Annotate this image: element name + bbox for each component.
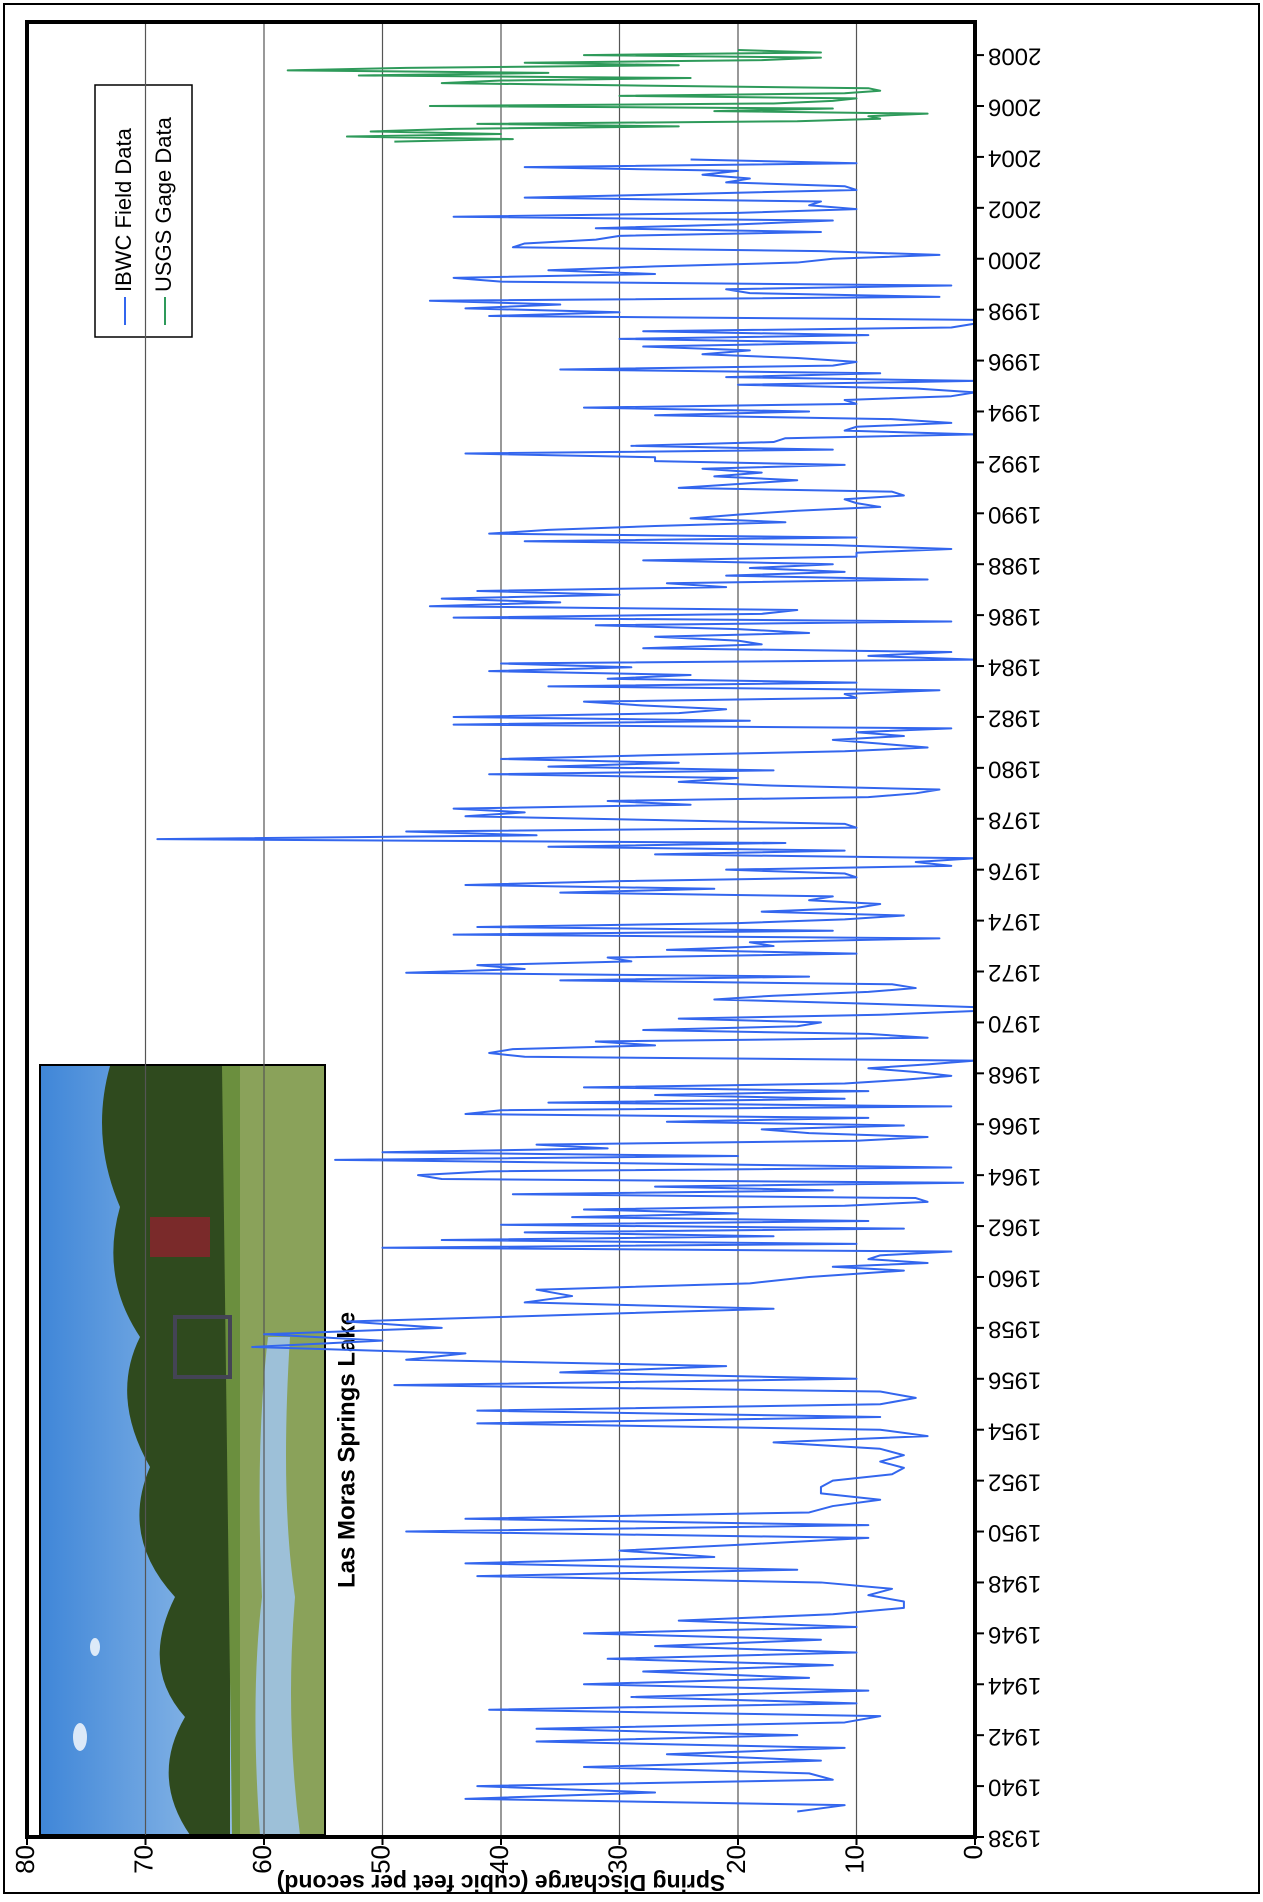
legend-label: USGS Gage Data <box>151 116 176 292</box>
x-tick-label: 1976 <box>988 857 1041 884</box>
x-tick-label: 1988 <box>988 552 1041 579</box>
x-tick-label: 1996 <box>988 348 1041 375</box>
x-tick-label: 1984 <box>988 654 1041 681</box>
x-tick-label: 1992 <box>988 450 1041 477</box>
x-tick-label: 1998 <box>988 297 1041 324</box>
x-tick-label: 1946 <box>988 1621 1041 1648</box>
x-tick-label: 1948 <box>988 1570 1041 1597</box>
x-tick-label: 1968 <box>988 1061 1041 1088</box>
plot-frame <box>25 20 977 1839</box>
x-tick-label: 1982 <box>988 705 1041 732</box>
x-tick-label: 1978 <box>988 806 1041 833</box>
y-tick-label: 0 <box>958 1845 988 1859</box>
x-tick-label: 1974 <box>988 908 1041 935</box>
x-tick-label: 2006 <box>988 94 1041 121</box>
x-tick-label: 1962 <box>988 1214 1041 1241</box>
x-tick-label: 2004 <box>988 145 1041 172</box>
x-tick-label: 2000 <box>988 246 1041 273</box>
x-tick-label: 2002 <box>988 195 1041 222</box>
x-tick-label: 1980 <box>988 756 1041 783</box>
outer-border <box>3 3 1260 1894</box>
x-tick-label: 1940 <box>988 1774 1041 1801</box>
y-tick-label: 10 <box>839 1845 869 1874</box>
y-tick-label: 70 <box>128 1845 158 1874</box>
data-line <box>156 158 976 1813</box>
x-tick-label: 2008 <box>988 43 1041 70</box>
y-tick-label: 20 <box>721 1845 751 1874</box>
y-tick-label: 60 <box>247 1845 277 1874</box>
x-tick-label: 1990 <box>988 501 1041 528</box>
x-tick-label: 1972 <box>988 959 1041 986</box>
x-tick-label: 1950 <box>988 1519 1041 1546</box>
y-tick-label: 40 <box>484 1845 514 1874</box>
x-tick-label: 1954 <box>988 1417 1041 1444</box>
y-axis-title: Spring Discharge (cubic feet per second) <box>277 1870 726 1896</box>
x-tick-label: 1938 <box>988 1825 1041 1852</box>
x-tick-label: 1986 <box>988 603 1041 630</box>
x-tick-label: 1956 <box>988 1366 1041 1393</box>
rotated-chart: Las Moras Springs Lake Spring Discharge … <box>10 20 1041 1896</box>
photo <box>39 1064 326 1836</box>
x-tick-label: 1970 <box>988 1010 1041 1037</box>
x-tick-label: 1952 <box>988 1468 1041 1495</box>
x-tick-label: 1966 <box>988 1112 1041 1139</box>
x-tick-label: 1944 <box>988 1672 1041 1699</box>
x-tick-label: 1942 <box>988 1723 1041 1750</box>
y-tick-label: 80 <box>10 1845 40 1874</box>
data-line <box>286 49 929 143</box>
x-tick-label: 1994 <box>988 399 1041 426</box>
photo-caption: Las Moras Springs Lake <box>333 1312 360 1588</box>
x-tick-label: 1958 <box>988 1316 1041 1343</box>
x-tick-label: 1964 <box>988 1163 1041 1190</box>
x-tick-label: 1960 <box>988 1265 1041 1292</box>
legend-label: IBWC Field Data <box>111 127 136 292</box>
y-tick-label: 50 <box>365 1845 395 1874</box>
legend-box <box>94 84 193 338</box>
y-tick-label: 30 <box>602 1845 632 1874</box>
